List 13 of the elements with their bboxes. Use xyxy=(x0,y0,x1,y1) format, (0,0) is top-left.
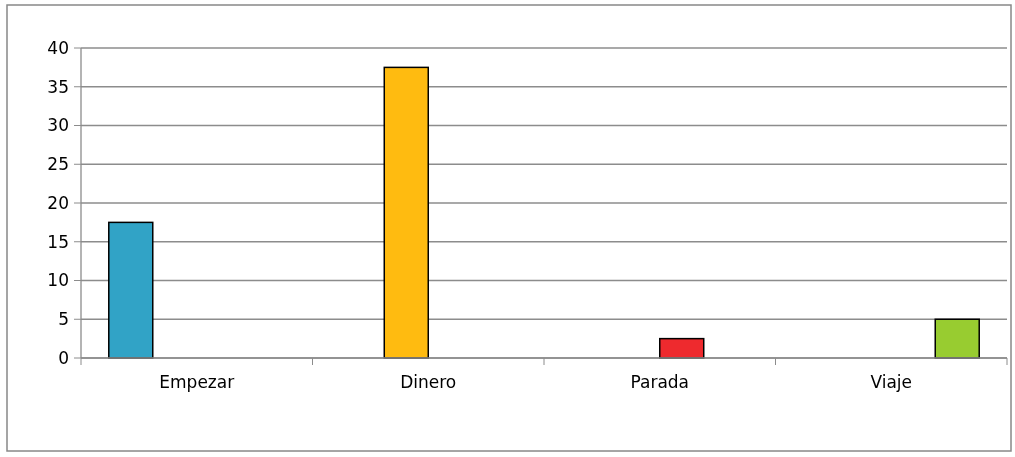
y-tick-label: 40 xyxy=(47,37,69,58)
x-tick-label: Parada xyxy=(630,372,690,392)
x-tick-label: Viaje xyxy=(870,372,913,392)
y-tick-label: 5 xyxy=(58,309,69,330)
y-tick-label: 10 xyxy=(47,270,69,291)
y-tick-label: 30 xyxy=(47,115,69,136)
y-tick-label: 35 xyxy=(47,76,69,97)
x-tick-label: Empezar xyxy=(159,372,235,392)
x-tick-label: Dinero xyxy=(400,372,457,392)
y-tick-label: 0 xyxy=(58,347,69,368)
y-tick-label: 20 xyxy=(47,192,69,213)
y-tick-label: 15 xyxy=(47,231,69,252)
y-tick-label: 25 xyxy=(47,154,69,175)
